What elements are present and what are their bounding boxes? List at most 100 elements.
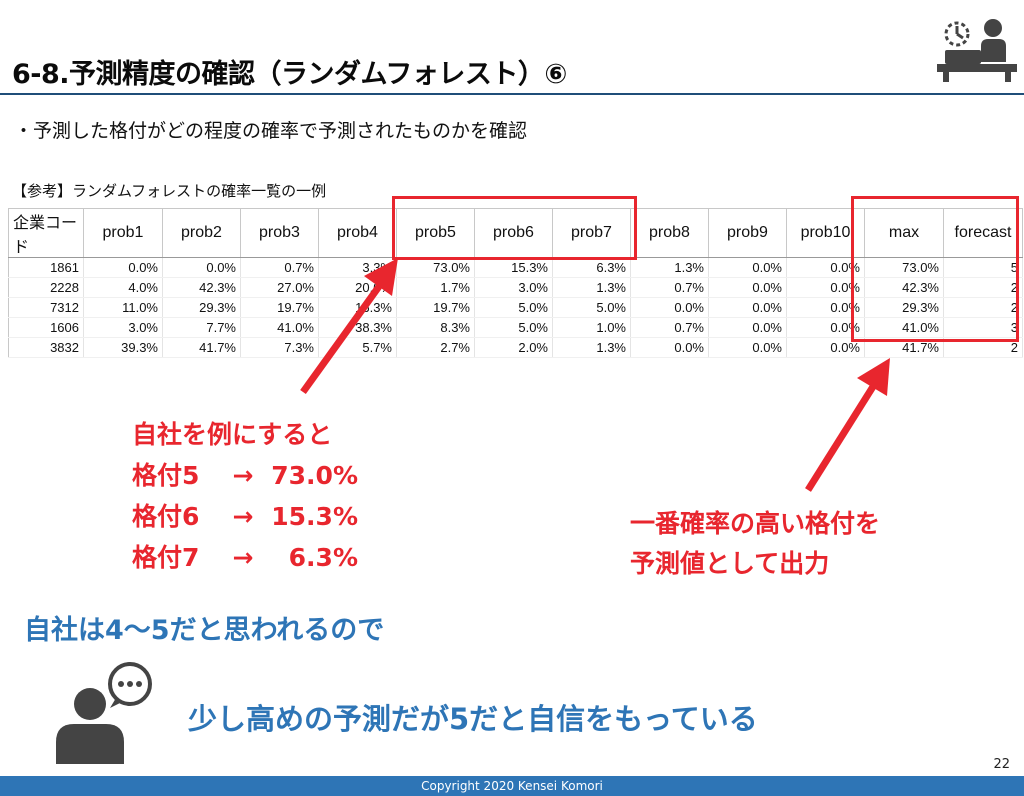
table-cell: 42.3% [864,277,944,298]
table-cell: 41.0% [864,317,944,338]
copyright-text: Copyright 2020 Kensei Komori [421,779,603,793]
title-divider [0,93,1024,95]
own-company-note: 自社を例にすると 格付5 → 73.0% 格付6 → 15.3% 格付7 → 6… [132,414,358,578]
column-header: prob9 [708,208,787,258]
table-cell: 0.0% [708,297,787,318]
table-cell: 5.0% [552,297,631,318]
table-cell: 38.3% [318,317,397,338]
table-cell: 0.0% [708,337,787,358]
table-cell: 19.7% [240,297,319,318]
table-cell: 2 [943,337,1023,358]
table-cell: 29.3% [162,297,241,318]
max-note: 一番確率の高い格付を 予測値として出力 [630,504,880,584]
table-cell: 41.7% [162,337,241,358]
arrow-to-prob-box [300,258,398,395]
table-cell: 2 [943,277,1023,298]
presenter-desk-icon [937,19,1017,82]
table-cell: 7.3% [240,337,319,358]
table-cell: 0.0% [630,297,709,318]
column-header: forecast [943,208,1023,258]
table-cell: 2228 [8,277,84,298]
person-speech-icon [56,662,152,764]
table-cell: 0.0% [83,257,163,278]
table-cell: 7312 [8,297,84,318]
table-cell: 27.0% [240,277,319,298]
table-cell: 0.7% [240,257,319,278]
table-cell: 2.7% [396,337,475,358]
rating-value: 6.3% [288,543,358,572]
column-header: prob4 [318,208,397,258]
table-cell: 0.7% [630,277,709,298]
rating-line: 格付7 → 6.3% [132,537,358,578]
arrow-glyph: → [232,543,254,572]
table-cell: 0.0% [708,257,787,278]
table-cell: 39.3% [83,337,163,358]
table-cell: 11.0% [83,297,163,318]
table-row: 1606 3.0% 7.7% 41.0% 38.3% 8.3% 5.0% 1.0% 0.7% 0.… [8,317,1023,338]
own-company-heading: 自社を例にすると [132,420,333,449]
table-cell: 5.0% [474,317,553,338]
table-cell: 1.7% [396,277,475,298]
page-number: 22 [993,757,1010,772]
table-cell: 41.0% [240,317,319,338]
reference-caption: 【参考】ランダムフォレストの確率一覧の一例 [12,182,327,200]
table-cell: 3 [943,317,1023,338]
table-cell: 0.0% [786,337,865,358]
rating-label: 格付6 [132,502,200,531]
table-cell: 0.7% [630,317,709,338]
column-header: prob8 [630,208,709,258]
rating-line: 格付6 → 15.3% [132,496,358,537]
rating-label: 格付7 [132,543,200,572]
table-cell: 3.0% [83,317,163,338]
table-cell: 41.7% [864,337,944,358]
table-cell: 1.3% [630,257,709,278]
max-note-line: 予測値として出力 [630,549,830,578]
column-header: max [864,208,944,258]
table-cell: 1.0% [552,317,631,338]
table-cell: 0.0% [162,257,241,278]
rating-label: 格付5 [132,461,200,490]
table-cell: 1606 [8,317,84,338]
table-cell: 15.3% [474,257,553,278]
conclusion-text-2: 少し高めの予測だが5だと自信をもっている [188,702,758,736]
rating-line: 格付5 → 73.0% [132,455,358,496]
arrow-to-max-box [805,358,890,492]
table-cell: 1.3% [552,337,631,358]
table-cell: 8.3% [396,317,475,338]
rating-value: 73.0% [271,461,358,490]
table-cell: 0.0% [630,337,709,358]
table-cell: 2 [943,297,1023,318]
conclusion-text-1: 自社は4～5だと思われるので [24,615,385,646]
table-cell: 3832 [8,337,84,358]
table-cell: 5.0% [474,297,553,318]
table-cell: 5 [943,257,1023,278]
arrow-glyph: → [232,461,254,490]
table-cell: 1861 [8,257,84,278]
highlight-max-forecast [851,196,1019,342]
table-cell: 0.0% [708,317,787,338]
table-cell: 4.0% [83,277,163,298]
table-cell: 7.7% [162,317,241,338]
column-header: prob5 [396,208,475,258]
slide-title: 6-8.予測精度の確認（ランダムフォレスト）⑥ [12,59,567,90]
column-header: prob1 [83,208,163,258]
max-note-line: 一番確率の高い格付を [630,509,881,538]
footer-bar: Copyright 2020 Kensei Komori [0,776,1024,796]
table-cell: 3.0% [474,277,553,298]
bullet-text: ・予測した格付がどの程度の確率で予測されたものかを確認 [14,120,528,142]
rating-value: 15.3% [271,502,358,531]
column-header: prob3 [240,208,319,258]
column-header: 企業コード [8,208,84,258]
table-cell: 73.0% [396,257,475,278]
table-row: 3832 39.3% 41.7% 7.3% 5.7% 2.7% 2.0% 1.3% 0.0% 0.… [8,337,1023,358]
column-header: prob6 [474,208,553,258]
table-cell: 1.3% [552,277,631,298]
table-header-row: 企業コード prob1 prob2 prob3 prob4 prob5 prob… [8,208,1023,258]
table-cell: 29.3% [864,297,944,318]
table-cell: 0.0% [708,277,787,298]
arrow-glyph: → [232,502,254,531]
table-cell: 19.7% [396,297,475,318]
table-cell: 73.0% [864,257,944,278]
table-cell: 6.3% [552,257,631,278]
